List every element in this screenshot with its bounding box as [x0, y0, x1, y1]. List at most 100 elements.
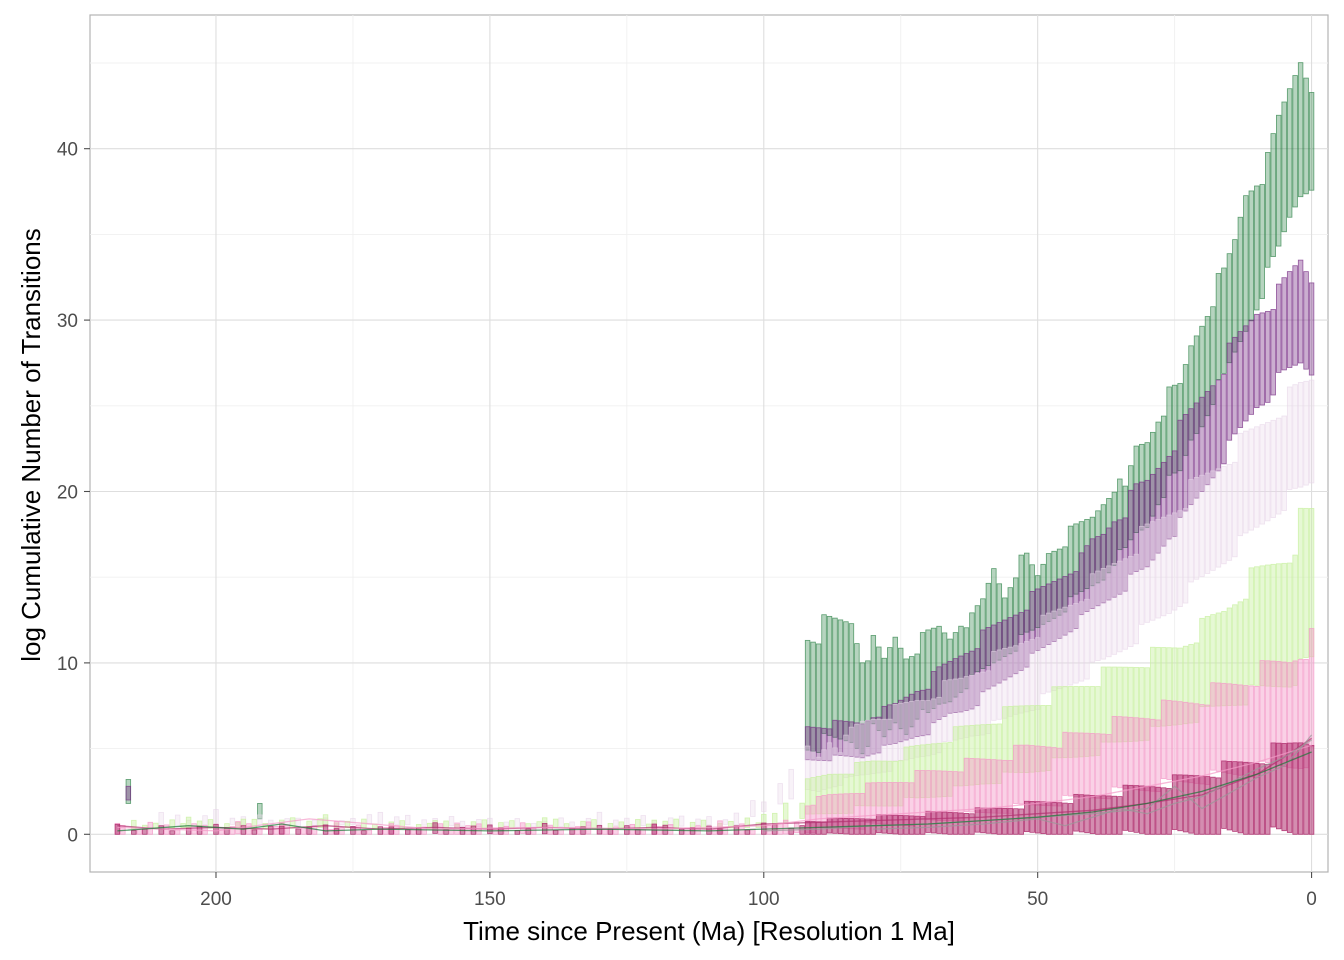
- bar-purple: [1292, 265, 1298, 366]
- bar-green: [837, 619, 844, 740]
- bar-purple: [1139, 481, 1145, 570]
- bar-purple: [1150, 473, 1156, 561]
- bar-pink: [366, 829, 373, 835]
- series-green: [125, 62, 1315, 820]
- bar-lightgreen: [1013, 705, 1019, 773]
- bar-pink: [1182, 701, 1189, 783]
- bar-purple: [1062, 576, 1068, 636]
- bar-purple: [1024, 609, 1030, 668]
- bar-green: [996, 583, 1003, 661]
- bar-magenta: [580, 826, 586, 835]
- bar-purple: [1133, 483, 1139, 572]
- bar-magenta: [925, 810, 931, 833]
- bar-pink: [1106, 734, 1112, 800]
- bar-lavender: [1062, 606, 1068, 688]
- bar-pink: [1045, 746, 1052, 807]
- bar-lavender: [202, 815, 208, 826]
- bar-purple: [1018, 612, 1024, 671]
- bar-magenta: [158, 825, 164, 835]
- bar-magenta: [1040, 801, 1046, 835]
- bar-purple: [1254, 313, 1260, 409]
- bar-lightgreen: [908, 745, 915, 798]
- bar-lightgreen: [1045, 705, 1052, 771]
- bar-pink: [870, 782, 877, 824]
- bar-purple: [1155, 467, 1161, 554]
- bar-magenta: [914, 815, 920, 835]
- bar-lightgreen: [1276, 563, 1282, 688]
- bar-green: [854, 643, 860, 749]
- bar-lavender: [1270, 419, 1276, 518]
- bar-lavender: [1171, 512, 1178, 611]
- bar-lightgreen: [607, 823, 614, 829]
- bar-lightgreen: [1160, 647, 1167, 727]
- bar-magenta: [1243, 761, 1249, 835]
- bar-magenta: [1248, 762, 1255, 835]
- bar-pink: [963, 757, 970, 813]
- bar-lightgreen: [799, 802, 805, 819]
- bar-lightgreen: [1051, 686, 1057, 759]
- bar-green: [1122, 485, 1129, 548]
- bar-lavender: [613, 819, 619, 827]
- bar-lavender: [1155, 519, 1161, 619]
- bar-magenta: [1292, 742, 1298, 835]
- bar-lavender: [908, 701, 915, 759]
- bar-lightgreen: [1259, 565, 1265, 687]
- bar-magenta: [377, 826, 384, 835]
- bar-magenta: [1067, 803, 1074, 835]
- bar-pink: [1193, 703, 1200, 784]
- bar-lightgreen: [1155, 646, 1161, 727]
- bar-lavender: [925, 700, 931, 757]
- bar-green: [1199, 325, 1205, 428]
- bar-lavender: [815, 756, 822, 792]
- bar-magenta: [837, 817, 844, 835]
- bar-purple: [804, 726, 811, 761]
- bar-lightgreen: [344, 820, 351, 829]
- bar-pink: [383, 827, 389, 835]
- bar-lavender: [1265, 422, 1271, 522]
- bar-lavender: [837, 752, 844, 786]
- bar-lightgreen: [1150, 646, 1156, 727]
- bar-green: [859, 662, 866, 755]
- bar-purple: [832, 719, 838, 756]
- bar-green: [1171, 384, 1178, 474]
- bar-magenta: [142, 828, 148, 835]
- bar-pink: [1204, 704, 1211, 785]
- bar-pink: [1128, 716, 1134, 790]
- y-axis-ticks: 0 10 20 30 40: [57, 140, 90, 846]
- bar-lightgreen: [958, 725, 964, 787]
- bar-lavender: [1117, 560, 1123, 653]
- bar-green: [1232, 239, 1238, 353]
- bar-pink: [257, 828, 263, 835]
- bar-magenta: [1281, 743, 1287, 832]
- bar-lightgreen: [1254, 566, 1260, 686]
- bar-pink: [991, 759, 997, 814]
- bar-lightgreen: [903, 746, 909, 798]
- bar-green: [1204, 316, 1211, 417]
- bar-green: [1265, 152, 1271, 268]
- bar-green: [1188, 345, 1194, 441]
- bar-green: [876, 646, 882, 731]
- bar-green: [848, 623, 855, 743]
- bar-lavender: [1024, 641, 1030, 713]
- bar-lavender: [750, 800, 756, 817]
- bar-green: [1067, 525, 1074, 598]
- bar-magenta: [963, 812, 970, 835]
- bar-magenta: [552, 829, 559, 835]
- bar-magenta: [1286, 742, 1293, 833]
- bar-lightgreen: [317, 818, 323, 828]
- bar-lightgreen: [131, 819, 137, 830]
- bar-lavender: [158, 812, 164, 827]
- bar-green: [1248, 190, 1255, 322]
- bar-purple: [1182, 414, 1189, 512]
- bar-pink: [1215, 682, 1222, 772]
- bar-magenta: [295, 828, 301, 835]
- bar-lavender: [421, 819, 427, 826]
- bar-lavender: [974, 673, 981, 736]
- bar-magenta: [1056, 802, 1063, 835]
- bar-purple: [1013, 614, 1019, 675]
- bar-green: [1013, 577, 1019, 652]
- bar-magenta: [1199, 775, 1205, 835]
- bar-lavender: [832, 747, 838, 788]
- bar-lavender: [1018, 643, 1024, 714]
- bar-magenta: [996, 807, 1003, 835]
